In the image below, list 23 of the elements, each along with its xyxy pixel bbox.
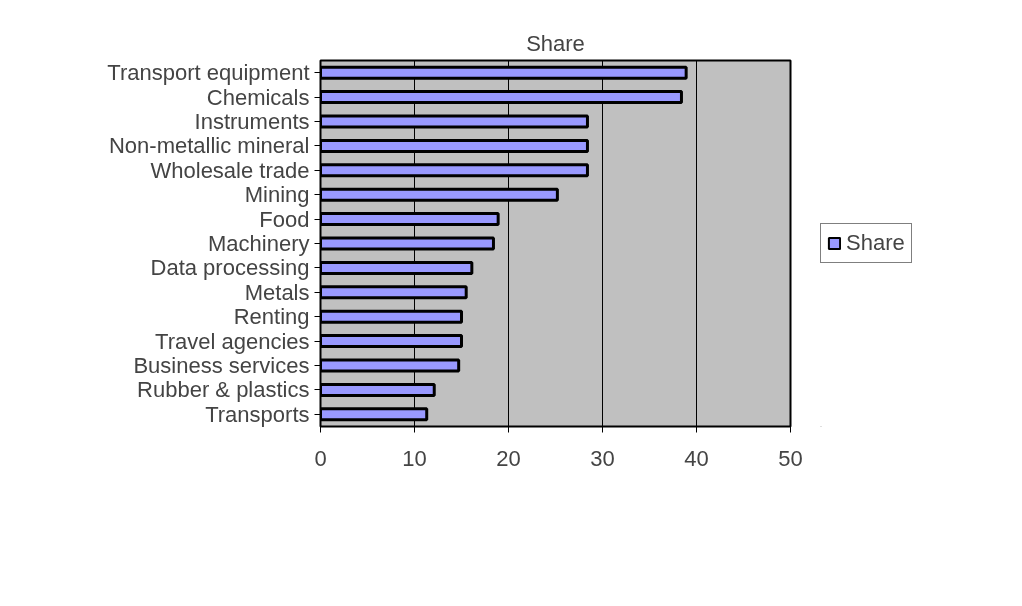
y-tick-label: Mining xyxy=(244,182,310,208)
y-tick-label: Transports xyxy=(205,401,310,427)
y-tick-label: Transport equipment xyxy=(107,60,310,86)
y-tick-label: Chemicals xyxy=(206,84,310,110)
chart-title: Share xyxy=(526,30,585,56)
y-tick-label: Instruments xyxy=(194,109,310,134)
x-tick-label: 30 xyxy=(590,445,615,471)
x-tick-label: 50 xyxy=(778,445,803,471)
x-tick-label: 10 xyxy=(402,445,427,471)
x-tick-label: 20 xyxy=(496,445,521,471)
y-tick-label: Rubber & plastics xyxy=(137,377,310,403)
y-tick-label: Metals xyxy=(244,279,310,305)
legend-label: Share xyxy=(846,230,905,256)
y-tick-label: Data processing xyxy=(150,255,310,281)
y-tick-label: Business services xyxy=(133,353,310,378)
x-tick-label: 0 xyxy=(314,445,327,471)
y-tick-label: Renting xyxy=(233,304,310,330)
y-tick-label: Machinery xyxy=(208,231,310,256)
y-tick-label: Wholesale trade xyxy=(150,157,310,183)
x-tick-label: 40 xyxy=(684,445,709,471)
y-tick-label: Non-metallic mineral xyxy=(109,133,310,159)
y-tick-label: Food xyxy=(259,206,310,232)
y-tick-label: Travel agencies xyxy=(155,328,310,354)
